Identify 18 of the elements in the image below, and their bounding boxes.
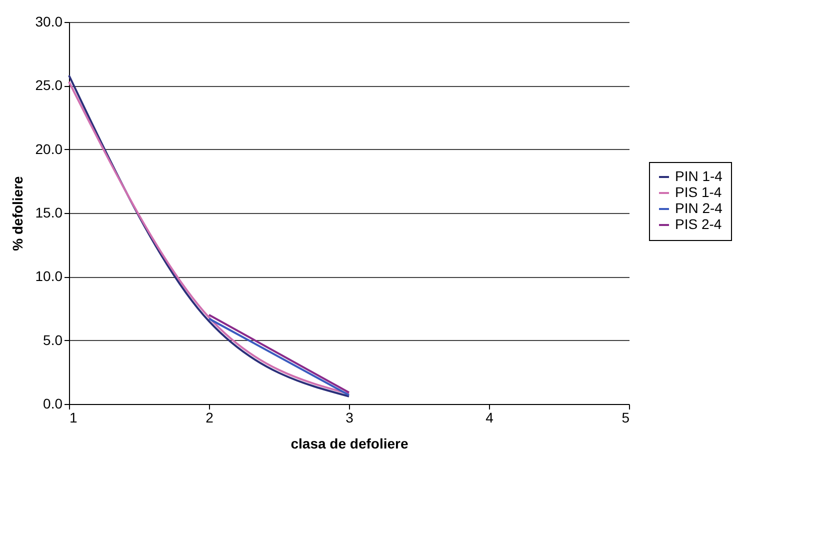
y-tick-label: 0.0 <box>43 396 63 412</box>
x-tick-label: 1 <box>70 410 78 426</box>
legend-label: PIS 1-4 <box>675 184 722 200</box>
x-tick-label: 4 <box>486 410 494 426</box>
y-tick-label: 25.0 <box>35 77 63 94</box>
legend-label: PIN 1-4 <box>675 168 723 184</box>
x-axis-title: clasa de defoliere <box>290 436 408 452</box>
x-tick-label: 3 <box>346 410 354 426</box>
legend-label: PIS 2-4 <box>675 216 722 232</box>
x-tick-label: 5 <box>622 410 630 426</box>
y-tick-label: 10.0 <box>35 268 63 284</box>
y-tick-label: 20.0 <box>35 140 63 157</box>
x-tick-label: 2 <box>206 410 214 426</box>
y-tick-label: 30.0 <box>35 14 63 30</box>
y-tick-label: 5.0 <box>43 332 63 348</box>
y-tick-label: 15.0 <box>35 204 63 220</box>
y-axis-title: % defoliere <box>9 176 26 251</box>
legend-label: PIN 2-4 <box>675 200 723 216</box>
